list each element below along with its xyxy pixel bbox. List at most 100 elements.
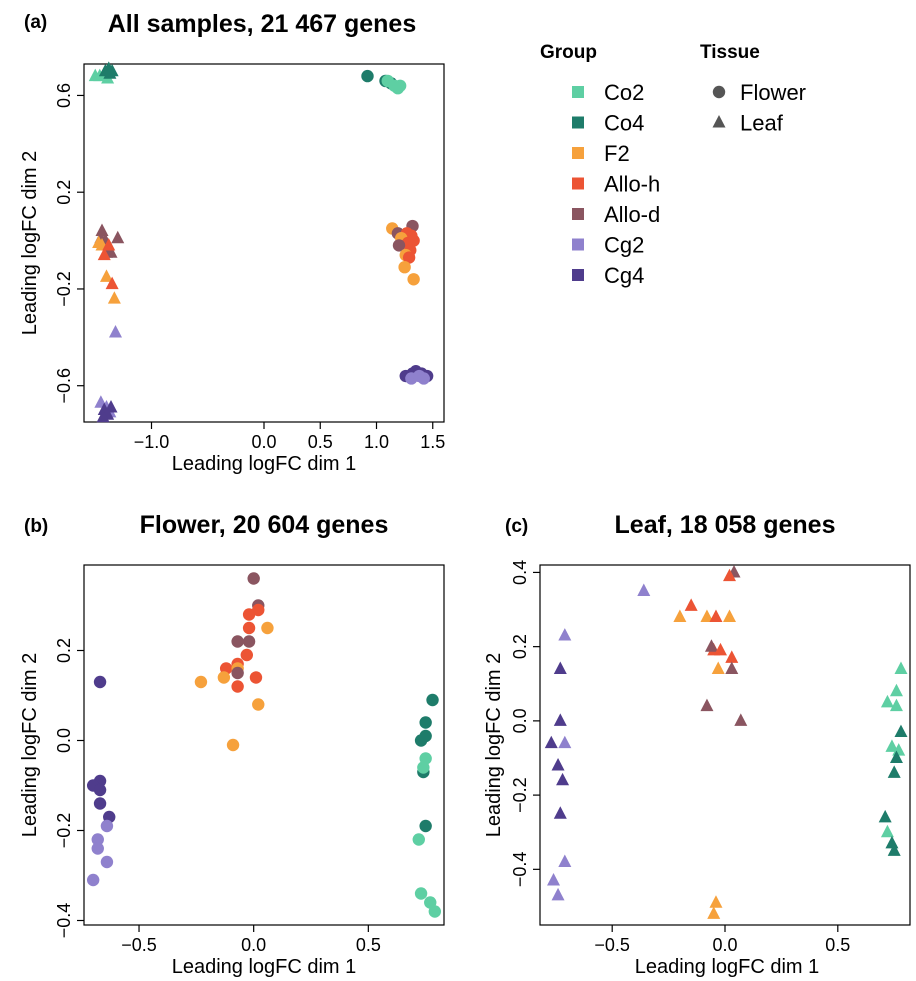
data-point-cg2 xyxy=(100,819,114,833)
legend-label-flower: Flower xyxy=(740,80,806,105)
data-point-co2 xyxy=(393,79,407,92)
data-point-allo-h xyxy=(725,650,739,663)
data-point-cg4 xyxy=(544,735,558,749)
data-point-co2 xyxy=(889,683,903,697)
data-point-allo-h xyxy=(231,680,244,693)
data-point-co4 xyxy=(878,809,892,823)
y-axis-label: Leading logFC dim 2 xyxy=(19,151,41,336)
legend-label-cg4: Cg4 xyxy=(604,263,644,288)
data-point-cg4 xyxy=(93,783,107,797)
x-tick-label: −0.5 xyxy=(121,935,157,955)
data-point-allo-h xyxy=(407,234,420,247)
data-points xyxy=(88,61,434,423)
data-point-f2 xyxy=(226,738,240,752)
data-point-cg2 xyxy=(558,735,572,749)
plot-frame xyxy=(83,63,445,423)
data-point-allo-d xyxy=(704,639,718,652)
data-point-cg2 xyxy=(417,372,430,385)
data-point-co2 xyxy=(880,694,894,708)
data-point-cg4 xyxy=(93,797,107,810)
panel-label: (a) xyxy=(24,12,47,33)
data-point-allo-h xyxy=(102,237,116,251)
x-tick-label: 1.5 xyxy=(420,432,445,452)
data-point-cg2 xyxy=(91,833,104,846)
data-point-f2 xyxy=(723,609,737,622)
data-point-allo-h xyxy=(684,598,698,611)
data-point-f2 xyxy=(261,621,274,635)
y-axis-label: Leading logFC dim 2 xyxy=(19,653,41,838)
legend-label-co2: Co2 xyxy=(604,80,644,105)
x-tick-label: −0.5 xyxy=(594,935,630,955)
data-point-co4 xyxy=(419,716,432,729)
y-tick-label: 0.2 xyxy=(54,180,74,205)
data-point-co4 xyxy=(885,835,899,849)
data-point-f2 xyxy=(700,609,714,622)
data-point-co4 xyxy=(103,66,117,79)
y-tick-label: 0.6 xyxy=(54,83,74,108)
data-point-allo-d xyxy=(231,666,244,680)
y-tick-label: −0.4 xyxy=(54,903,74,939)
data-point-f2 xyxy=(217,671,231,684)
legend-label-co4: Co4 xyxy=(604,111,644,136)
legend-tissue-title: Tissue xyxy=(700,42,760,63)
data-point-allo-d xyxy=(242,635,256,648)
x-tick-label: 0.5 xyxy=(825,935,850,955)
data-point-co4 xyxy=(361,69,374,83)
y-axis-label: Leading logFC dim 2 xyxy=(483,653,505,838)
legend-swatch-cg2 xyxy=(572,238,584,251)
data-point-allo-d xyxy=(95,223,109,236)
legend-swatch-allo-d xyxy=(572,208,584,220)
panel-label: (c) xyxy=(505,516,528,537)
legend-circle-icon xyxy=(712,85,726,99)
x-tick-label: 0.5 xyxy=(356,935,381,955)
data-point-cg4 xyxy=(93,675,107,689)
data-point-cg2 xyxy=(558,628,572,641)
x-tick-label: 0.5 xyxy=(308,432,333,452)
legend-triangle-icon xyxy=(712,115,726,128)
data-point-allo-h xyxy=(252,603,265,617)
data-point-f2 xyxy=(707,906,721,919)
data-points xyxy=(544,564,908,919)
data-point-allo-h xyxy=(242,621,256,635)
legend-label-allo-h: Allo-h xyxy=(604,172,660,197)
data-point-allo-d xyxy=(231,635,244,648)
data-point-allo-h xyxy=(97,247,111,261)
x-axis-label: Leading logFC dim 1 xyxy=(172,956,357,978)
data-point-f2 xyxy=(673,609,687,622)
data-point-cg4 xyxy=(553,806,567,819)
data-point-allo-h xyxy=(713,642,727,656)
data-point-f2 xyxy=(711,661,725,674)
x-tick-label: 0.0 xyxy=(712,935,737,955)
legend-group-title: Group xyxy=(540,42,597,63)
chart-title: Leaf, 18 058 genes xyxy=(615,511,836,539)
data-point-f2 xyxy=(194,675,208,689)
chart-title: Flower, 20 604 genes xyxy=(140,511,389,539)
data-point-f2 xyxy=(709,895,723,908)
data-point-f2 xyxy=(107,291,121,304)
x-tick-label: 1.0 xyxy=(364,432,389,452)
data-point-cg2 xyxy=(86,873,100,887)
chart-title: All samples, 21 467 genes xyxy=(108,10,417,38)
legend-swatch-co2 xyxy=(572,86,584,98)
data-point-cg4 xyxy=(553,713,567,726)
x-tick-label: 0.0 xyxy=(251,432,276,452)
data-point-cg2 xyxy=(91,842,104,855)
legend-swatch-cg4 xyxy=(572,269,584,281)
x-tick-label: 0.0 xyxy=(241,935,266,955)
data-point-co2 xyxy=(889,698,903,712)
data-point-co2 xyxy=(880,824,894,838)
data-point-cg2 xyxy=(558,854,572,867)
data-point-allo-h xyxy=(723,568,737,582)
data-point-allo-h xyxy=(105,276,119,290)
data-point-co2 xyxy=(894,661,908,674)
x-axis-label: Leading logFC dim 1 xyxy=(635,956,820,978)
legend-swatch-f2 xyxy=(572,147,584,159)
legend-label-cg2: Cg2 xyxy=(604,233,644,258)
data-point-cg4 xyxy=(551,757,565,771)
data-point-allo-h xyxy=(240,648,254,662)
data-point-allo-d xyxy=(392,239,406,252)
data-point-co4 xyxy=(414,734,428,747)
y-tick-label: −0.4 xyxy=(510,852,530,888)
legend-label-f2: F2 xyxy=(604,141,630,166)
data-point-cg2 xyxy=(547,873,561,886)
